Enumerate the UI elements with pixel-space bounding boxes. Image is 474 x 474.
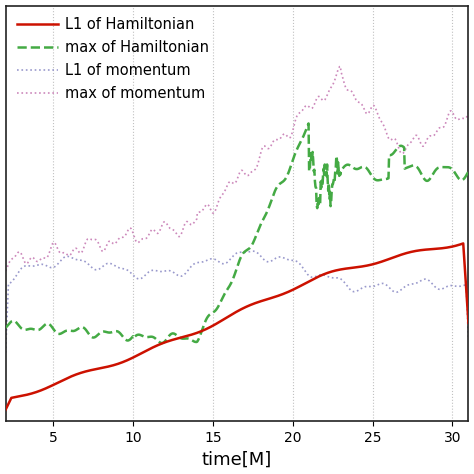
max of momentum: [284, 133, 290, 138]
L1 of Hamiltonian: [401, 251, 407, 256]
L1 of momentum: [272, 256, 278, 262]
max of momentum: [355, 99, 360, 104]
L1 of momentum: [31, 263, 37, 269]
X-axis label: time[M]: time[M]: [202, 450, 272, 468]
max of Hamiltonian: [306, 120, 311, 126]
max of Hamiltonian: [355, 166, 361, 172]
L1 of Hamiltonian: [298, 283, 303, 289]
L1 of momentum: [355, 288, 360, 294]
L1 of momentum: [284, 256, 290, 262]
max of momentum: [402, 149, 408, 155]
max of momentum: [31, 255, 37, 261]
L1 of Hamiltonian: [31, 390, 37, 396]
L1 of momentum: [465, 337, 471, 342]
Line: L1 of Hamiltonian: L1 of Hamiltonian: [6, 244, 468, 410]
max of Hamiltonian: [159, 340, 165, 346]
max of Hamiltonian: [465, 169, 471, 174]
max of momentum: [272, 137, 277, 143]
L1 of Hamiltonian: [272, 294, 277, 300]
max of momentum: [465, 110, 471, 116]
Line: L1 of momentum: L1 of momentum: [6, 251, 468, 353]
L1 of Hamiltonian: [465, 320, 471, 326]
max of Hamiltonian: [3, 325, 9, 330]
L1 of Hamiltonian: [3, 407, 9, 413]
L1 of momentum: [402, 284, 408, 290]
L1 of Hamiltonian: [284, 290, 290, 295]
max of Hamiltonian: [298, 138, 304, 144]
max of momentum: [298, 109, 303, 115]
L1 of Hamiltonian: [354, 264, 359, 270]
max of momentum: [3, 268, 9, 274]
max of Hamiltonian: [284, 173, 290, 179]
L1 of momentum: [298, 263, 304, 268]
L1 of momentum: [250, 248, 256, 254]
max of momentum: [337, 64, 343, 69]
max of Hamiltonian: [272, 188, 278, 194]
Line: max of Hamiltonian: max of Hamiltonian: [6, 123, 468, 343]
Line: max of momentum: max of momentum: [6, 66, 468, 271]
max of Hamiltonian: [402, 165, 408, 171]
max of Hamiltonian: [31, 327, 37, 332]
L1 of Hamiltonian: [460, 241, 466, 246]
Legend: L1 of Hamiltonian, max of Hamiltonian, L1 of momentum, max of momentum: L1 of Hamiltonian, max of Hamiltonian, L…: [13, 13, 214, 106]
L1 of momentum: [3, 350, 9, 356]
